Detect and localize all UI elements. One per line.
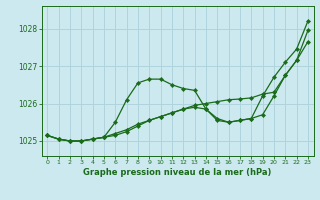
X-axis label: Graphe pression niveau de la mer (hPa): Graphe pression niveau de la mer (hPa) — [84, 168, 272, 177]
